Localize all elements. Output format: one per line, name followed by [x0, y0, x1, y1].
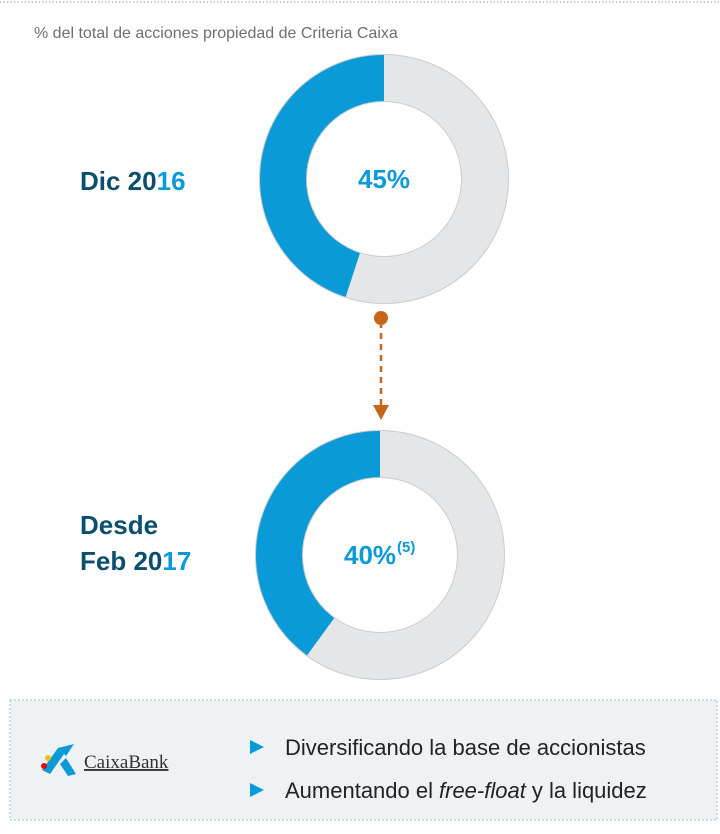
donut-inner-edge — [302, 477, 458, 633]
donut-inner-edge — [306, 101, 462, 257]
donut-outer-edge — [255, 430, 505, 680]
arrow-dot — [374, 311, 388, 325]
donut-slice — [259, 54, 385, 298]
logo-text: CaixaBank — [84, 752, 169, 773]
bullet-before: Aumentando el — [285, 778, 433, 803]
bullet-marker — [250, 783, 264, 797]
donut-outer-edge — [259, 54, 509, 304]
logo-icon — [41, 744, 76, 776]
bullet-italic: free-float — [439, 778, 527, 803]
bullet-before: Diversificando la base de accionistas — [285, 735, 646, 760]
bullet-text: Diversificando la base de accionistas — [285, 735, 646, 760]
arrow-head — [373, 405, 389, 420]
period-label: Desde — [80, 510, 158, 540]
info-box — [9, 699, 718, 821]
bullet-after: y la liquidez — [532, 778, 647, 803]
footnote-marker: (5) — [397, 539, 415, 556]
subtitle: % del total de acciones propiedad de Cri… — [34, 25, 398, 42]
bullet-marker — [250, 740, 264, 754]
value-label: 45% — [358, 164, 410, 194]
period-label: Feb 2017 — [80, 546, 191, 576]
period-label: Dic 2016 — [80, 166, 186, 196]
value-label: 40% — [344, 540, 396, 570]
bullet-text: Aumentando el free-float y la liquidez — [285, 778, 647, 803]
donut-slice — [255, 430, 381, 656]
